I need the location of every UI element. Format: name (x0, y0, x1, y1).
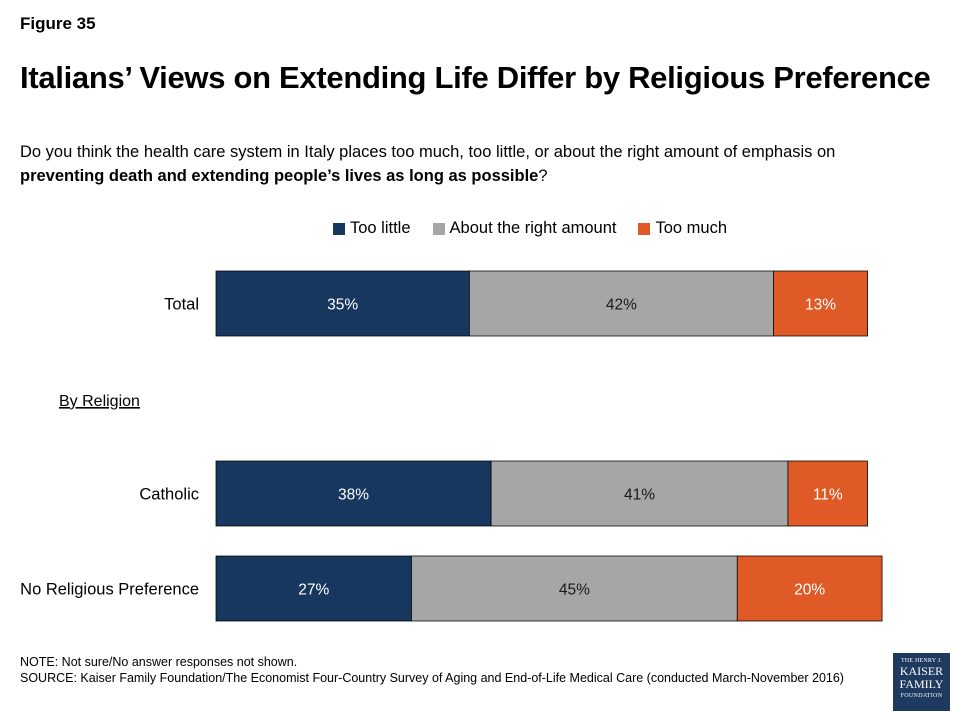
chart-legend: Too little About the right amount Too mu… (333, 219, 749, 238)
legend-label-too-little: Too little (350, 219, 411, 237)
logo-line-3: FAMILY (899, 677, 944, 691)
bar-no-religious-preference-about-right (411, 555, 738, 622)
category-label-no-religious-preference: No Religious Preference (20, 581, 199, 599)
data-label-total-too-much: 13% (805, 297, 836, 314)
data-label-catholic-too-much: 11% (813, 487, 843, 504)
logo-line-1: THE HENRY J. (900, 658, 942, 664)
category-label-catholic: Catholic (139, 486, 199, 504)
bar-catholic-about-right (490, 460, 789, 527)
legend-label-too-much: Too much (655, 219, 728, 237)
question-text: Do you think the health care system in I… (20, 143, 836, 161)
bar-no-religious-preference-too-much (736, 555, 883, 622)
footnotes: NOTE: Not sure/No answer responses not s… (20, 654, 870, 686)
bar-catholic-too-little (215, 460, 492, 527)
data-label-no-religious-preference-too-little: 27% (298, 582, 329, 599)
logo-line-4: FOUNDATION (900, 693, 943, 699)
category-label-total: Total (164, 296, 199, 314)
legend-item-too-much: Too much (638, 219, 727, 238)
legend-label-about-right: About the right amount (449, 219, 617, 237)
figure-label: Figure 35 (20, 14, 96, 33)
kff-logo: THE HENRY J. KAISER FAMILY FOUNDATION (893, 653, 950, 711)
question-end: ? (538, 167, 548, 185)
survey-question: Do you think the health care system in I… (20, 140, 920, 188)
legend-item-too-little: Too little (333, 219, 411, 238)
source-text: SOURCE: Kaiser Family Foundation/The Eco… (20, 671, 844, 685)
data-label-no-religious-preference-about-right: 45% (559, 582, 590, 599)
bar-total-about-right (469, 270, 774, 337)
group-heading-by-religion: By Religion (59, 393, 140, 410)
bar-no-religious-preference-too-little (215, 555, 412, 622)
note-text: NOTE: Not sure/No answer responses not s… (20, 655, 298, 669)
bar-catholic-too-much (787, 460, 868, 527)
data-label-catholic-too-little: 38% (338, 487, 369, 504)
data-label-catholic-about-right: 41% (624, 487, 655, 504)
data-label-total-too-little: 35% (327, 297, 358, 314)
legend-swatch-too-much (638, 222, 651, 235)
data-label-no-religious-preference-too-much: 20% (794, 582, 825, 599)
legend-swatch-about-right (432, 222, 445, 235)
legend-item-about-right: About the right amount (432, 219, 617, 238)
question-emphasis: preventing death and extending people’s … (20, 167, 539, 185)
logo-line-2: KAISER (899, 664, 944, 678)
data-label-total-about-right: 42% (606, 297, 637, 314)
chart-title: Italians’ Views on Extending Life Differ… (20, 60, 931, 95)
legend-swatch-too-little (333, 222, 345, 235)
bar-total-too-much (773, 270, 868, 337)
